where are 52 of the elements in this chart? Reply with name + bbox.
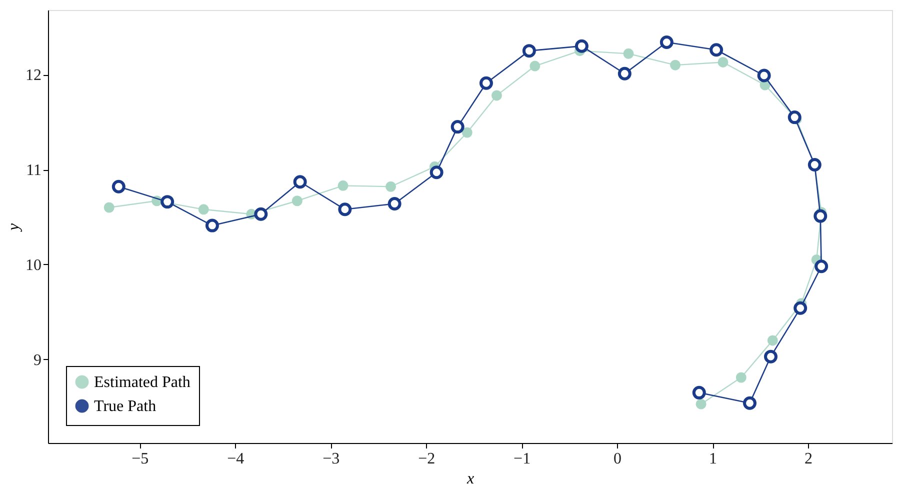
legend-label: Estimated Path [94, 374, 190, 391]
point [293, 175, 307, 189]
point [757, 68, 771, 82]
point [718, 56, 728, 68]
point [530, 60, 540, 72]
point [736, 372, 746, 383]
point [623, 48, 634, 59]
point [462, 127, 472, 138]
x-tick-label: 2 [804, 450, 812, 468]
point [205, 218, 219, 232]
y-tick-label: 12 [26, 67, 42, 84]
point [660, 36, 674, 50]
point [491, 90, 502, 101]
point [618, 66, 632, 80]
point [696, 398, 706, 410]
point [292, 196, 302, 206]
x-tick-label: −2 [418, 450, 436, 468]
x-tick-label: −1 [514, 450, 531, 468]
point [450, 120, 464, 134]
point [574, 39, 588, 53]
x-tick-label: 1 [709, 450, 718, 468]
point [764, 350, 778, 364]
point [710, 43, 724, 57]
x-tick-label: −4 [227, 450, 244, 468]
point [104, 202, 114, 213]
point [794, 301, 808, 315]
point [767, 335, 778, 346]
x-tick-label: −5 [132, 450, 149, 468]
point [479, 76, 493, 90]
point [386, 181, 396, 192]
point [692, 386, 706, 400]
x-axis-title: x [466, 470, 474, 488]
point [338, 180, 348, 191]
point [814, 209, 828, 223]
point [743, 396, 756, 410]
point [160, 195, 174, 209]
legend-label: True Path [94, 398, 156, 415]
y-tick-label: 9 [34, 352, 42, 369]
point [198, 204, 209, 215]
y-tick-label: 11 [26, 162, 42, 180]
y-axis-title: y [6, 222, 22, 233]
point [522, 44, 536, 58]
point [670, 60, 681, 70]
point [254, 207, 268, 221]
x-tick-label: −3 [322, 450, 340, 468]
point [430, 166, 444, 180]
point [338, 202, 352, 216]
point [814, 260, 828, 274]
point [112, 180, 126, 194]
y-tick-label: 10 [26, 256, 42, 274]
x-tick-label: 0 [614, 450, 622, 468]
point [388, 196, 402, 210]
